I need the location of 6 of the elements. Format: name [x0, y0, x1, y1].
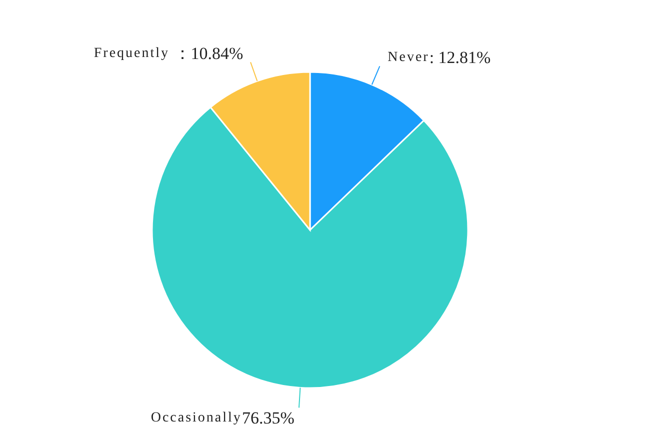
slice-label: Frequently [94, 45, 170, 60]
data-label: 76.35% [242, 408, 294, 428]
slice-label: Never [388, 50, 430, 65]
slice-label: Occasionally [150, 410, 242, 426]
data-label: : 12.81% [429, 48, 491, 67]
data-label: ：10.84% [170, 43, 244, 62]
